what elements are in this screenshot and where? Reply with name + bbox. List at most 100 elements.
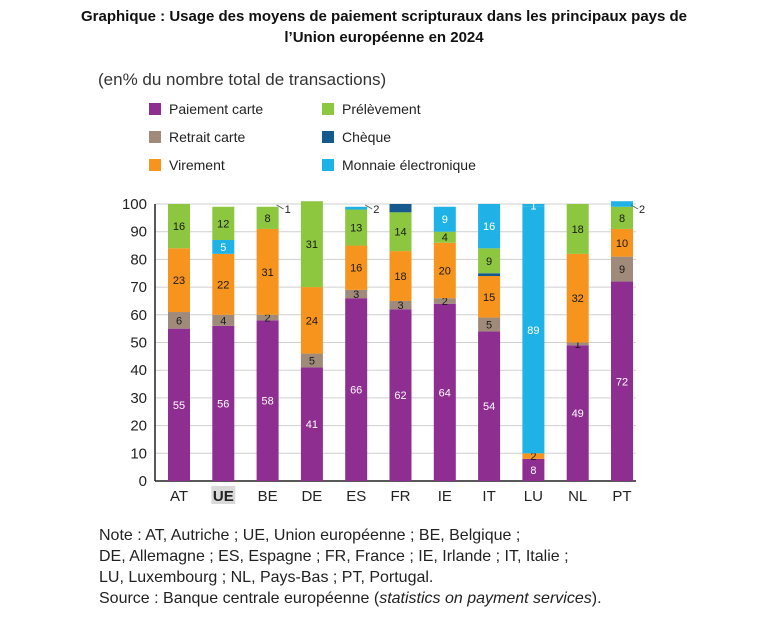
data-label: 18 bbox=[572, 224, 584, 236]
data-label: 23 bbox=[173, 275, 185, 287]
bar-segment-de bbox=[300, 353, 323, 368]
bar-segment-es bbox=[345, 289, 368, 299]
y-tick-label: 80 bbox=[130, 251, 147, 268]
stacked-bar-chart: 01020304050607080901005562316AT56422512U… bbox=[122, 196, 645, 505]
y-tick-label: 0 bbox=[139, 473, 147, 490]
x-tick-label: DE bbox=[301, 488, 322, 505]
chart-title-line1: Graphique : Usage des moyens de paiement… bbox=[80, 8, 688, 25]
bar-segment-nl bbox=[566, 345, 589, 481]
bar-segment-ue bbox=[212, 325, 235, 481]
bar-segment-ie bbox=[433, 206, 456, 232]
data-label: 3 bbox=[397, 300, 403, 312]
bar-segment-ie bbox=[433, 303, 456, 481]
bar-segment-de bbox=[300, 287, 323, 354]
x-tick-label: IE bbox=[438, 488, 452, 505]
bar-segment-lu bbox=[522, 458, 545, 481]
bar-segment-ie bbox=[433, 231, 456, 243]
data-label: 9 bbox=[442, 214, 448, 226]
data-label: 9 bbox=[619, 264, 625, 276]
data-label: 18 bbox=[394, 271, 406, 283]
data-label: 14 bbox=[394, 227, 406, 239]
data-label: 20 bbox=[439, 265, 451, 277]
data-label: 24 bbox=[306, 315, 318, 327]
x-tick-label: ES bbox=[346, 488, 366, 505]
x-tick-label: NL bbox=[568, 488, 587, 505]
data-label: 5 bbox=[220, 242, 226, 254]
source-prefix: Source : Banque centrale européenne ( bbox=[99, 590, 380, 607]
data-label: 4 bbox=[220, 315, 226, 327]
bar-segment-ue bbox=[212, 206, 235, 241]
data-label: 2 bbox=[265, 313, 271, 325]
bar-segment-it bbox=[478, 248, 501, 274]
bar-segment-pt bbox=[611, 228, 633, 257]
y-tick-label: 30 bbox=[130, 390, 147, 407]
bar-segment-de bbox=[300, 367, 323, 481]
bar-segment-fr bbox=[389, 212, 412, 252]
bar-segment-it bbox=[478, 331, 501, 481]
chart-subtitle: (en% du nombre total de transactions) bbox=[98, 70, 387, 89]
data-label: 64 bbox=[439, 387, 451, 399]
bar-segment-pt bbox=[611, 201, 633, 207]
bar-segment-at bbox=[168, 312, 190, 329]
data-label: 15 bbox=[483, 292, 495, 304]
bar-segment-nl bbox=[566, 253, 589, 343]
data-label: 31 bbox=[261, 267, 273, 279]
bar-segment-lu bbox=[522, 204, 545, 207]
bar-segment-be bbox=[256, 228, 279, 315]
bar-segment-ue bbox=[212, 240, 235, 254]
chart-title-line2: l’Union européenne en 2024 bbox=[284, 29, 484, 46]
bar-segment-it bbox=[478, 273, 501, 277]
note-line2: DE, Allemagne ; ES, Espagne ; FR, France… bbox=[99, 548, 569, 565]
data-label: 6 bbox=[176, 315, 182, 327]
source-italic: statistics on payment services bbox=[379, 590, 592, 607]
x-tick-label: BE bbox=[258, 488, 278, 505]
data-label: 2 bbox=[530, 451, 536, 463]
bar-segment-it bbox=[478, 276, 501, 318]
y-tick-label: 50 bbox=[130, 335, 147, 352]
bar-segment-at bbox=[168, 248, 190, 313]
data-label: 5 bbox=[486, 319, 492, 331]
x-tick-label: LU bbox=[524, 488, 543, 505]
y-tick-label: 10 bbox=[130, 445, 147, 462]
data-label: 56 bbox=[217, 398, 229, 410]
data-label: 66 bbox=[350, 385, 362, 397]
data-label: 89 bbox=[527, 325, 539, 337]
note-line1: Note : AT, Autriche ; UE, Union européen… bbox=[99, 527, 521, 544]
data-label: 12 bbox=[217, 218, 229, 230]
data-label: 16 bbox=[173, 221, 185, 233]
bar-segment-pt bbox=[611, 256, 633, 282]
data-label: 41 bbox=[306, 419, 318, 431]
bar-segment-ue bbox=[212, 314, 235, 326]
source-suffix: ). bbox=[591, 590, 602, 607]
data-label: 32 bbox=[572, 293, 584, 305]
data-label: 22 bbox=[217, 279, 229, 291]
bar-segment-fr bbox=[389, 300, 412, 310]
bar-segment-nl bbox=[566, 204, 589, 254]
bar-segment-fr bbox=[389, 309, 412, 481]
bar-segment-es bbox=[345, 245, 368, 290]
bar-segment-es bbox=[345, 206, 368, 210]
x-tick-label: IT bbox=[482, 488, 495, 505]
leader-line bbox=[630, 204, 639, 210]
data-label: 9 bbox=[486, 256, 492, 268]
bar-segment-pt bbox=[611, 281, 633, 481]
data-label: 49 bbox=[572, 408, 584, 420]
data-label: 72 bbox=[616, 376, 628, 388]
bar-segment-it bbox=[478, 204, 501, 249]
bar-segment-nl bbox=[566, 342, 589, 346]
y-tick-label: 90 bbox=[130, 224, 147, 241]
x-tick-label: FR bbox=[391, 488, 411, 505]
data-label: 1 bbox=[530, 200, 536, 212]
data-label: 16 bbox=[350, 263, 362, 275]
data-label: 62 bbox=[394, 390, 406, 402]
note-line3: LU, Luxembourg ; NL, Pays-Bas ; PT, Port… bbox=[99, 569, 434, 586]
bar-segment-fr bbox=[389, 204, 412, 213]
data-label: 55 bbox=[173, 400, 185, 412]
leader-line bbox=[365, 204, 373, 210]
bar-segment-at bbox=[168, 328, 190, 481]
bar-segment-be bbox=[256, 206, 279, 229]
data-label: 4 bbox=[442, 232, 448, 244]
data-label: 3 bbox=[353, 289, 359, 301]
data-label: 31 bbox=[306, 239, 318, 251]
x-tick-label: AT bbox=[170, 488, 188, 505]
